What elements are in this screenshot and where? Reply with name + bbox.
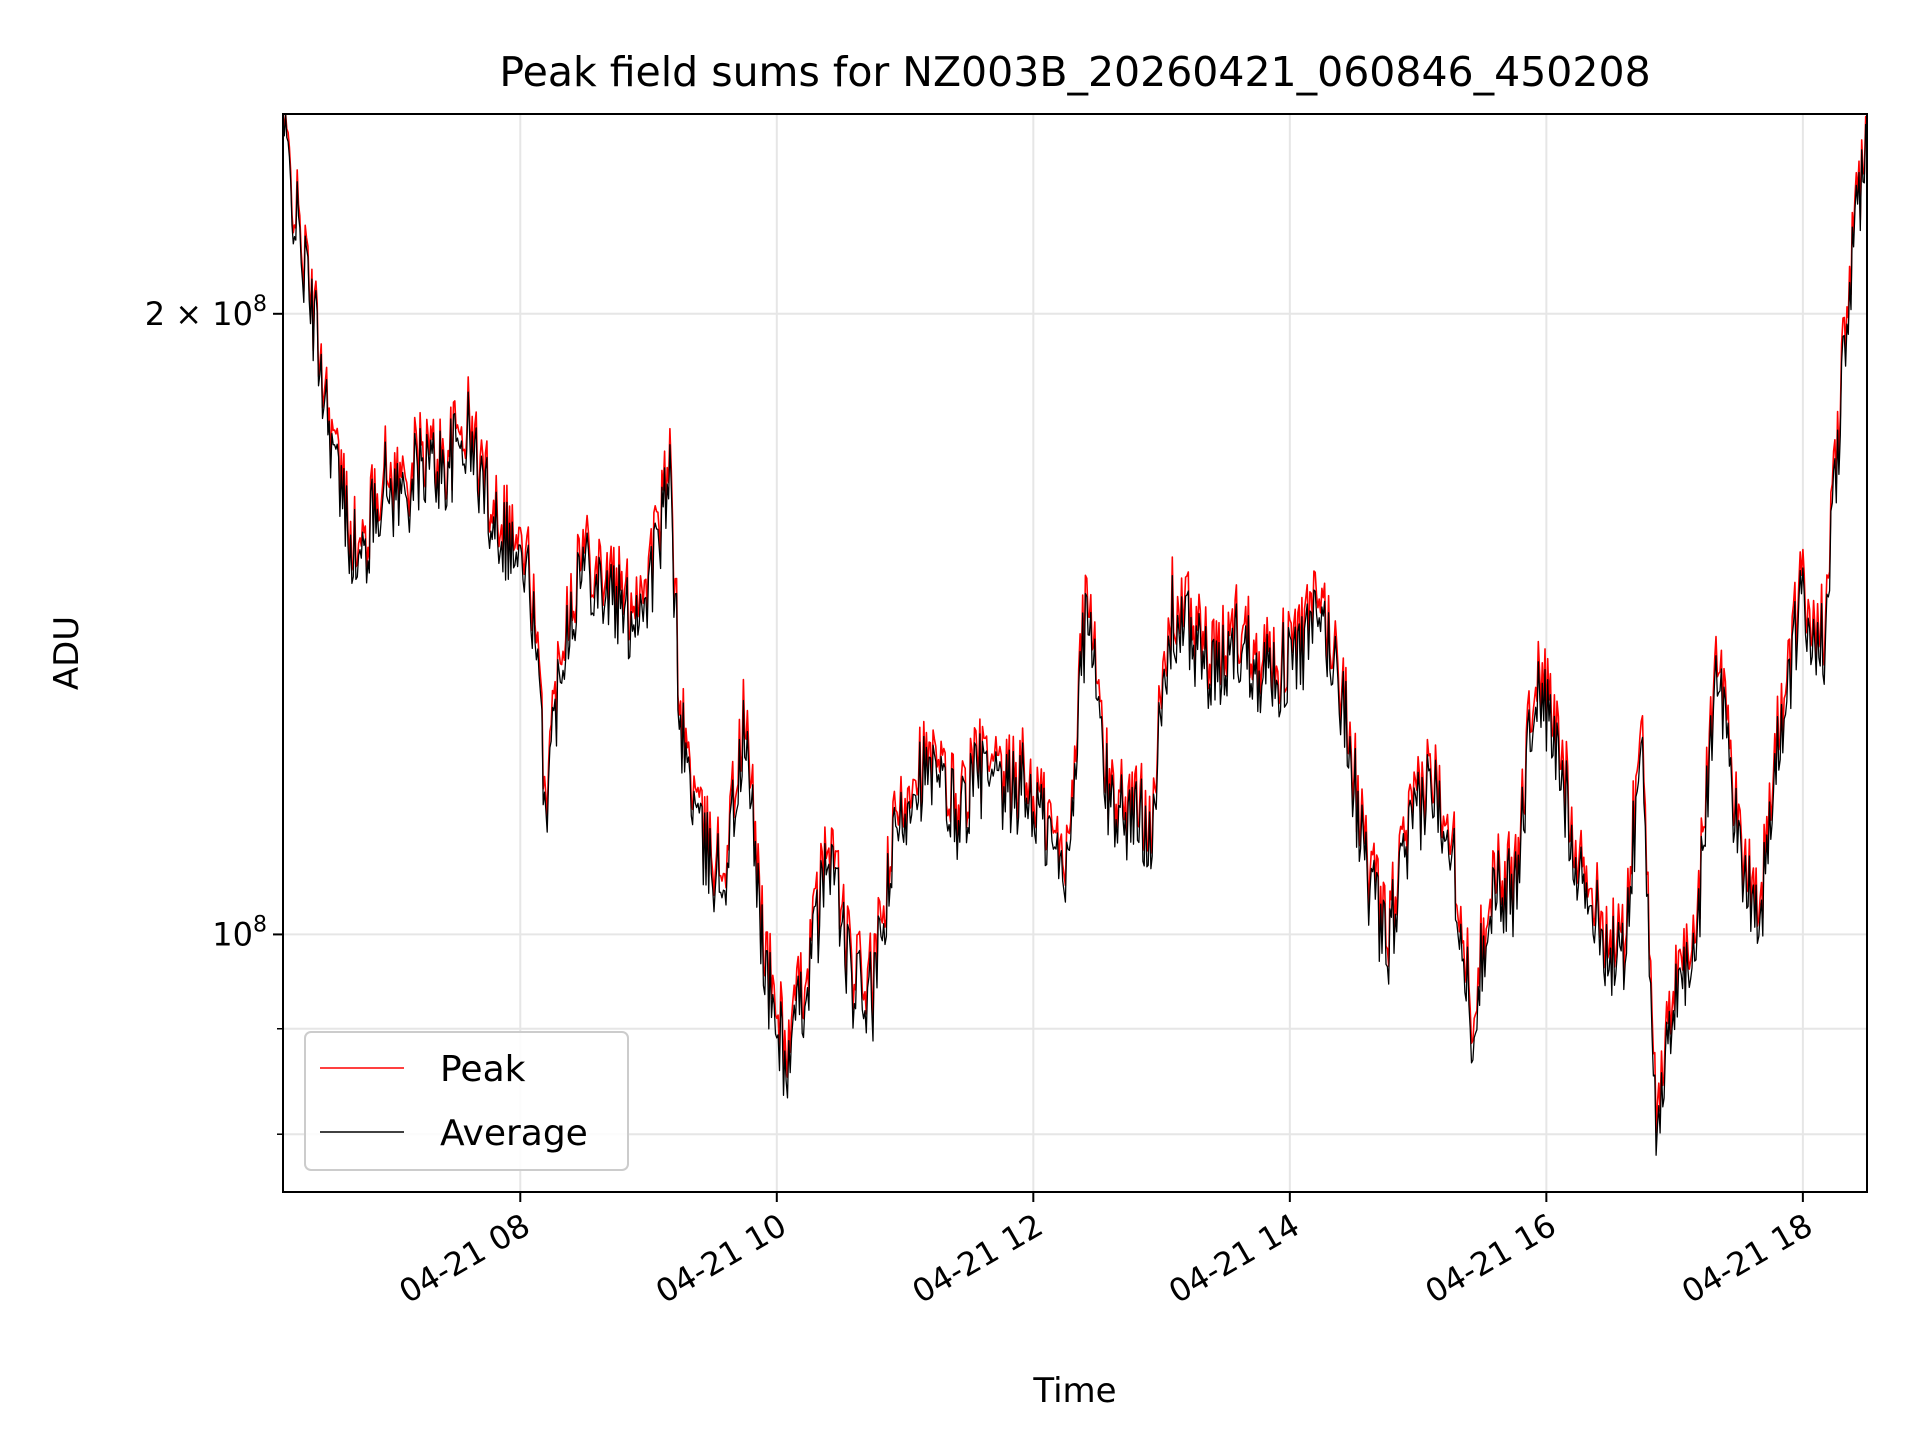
series-lines <box>282 113 1868 1156</box>
legend-box <box>304 1031 629 1171</box>
y-tick-label: 2 × 108 <box>145 292 267 333</box>
y-axis-title: ADU <box>47 616 87 690</box>
x-axis-title: Time <box>1032 1371 1116 1411</box>
legend: Peak Average <box>304 1031 629 1171</box>
series-line-peak <box>282 113 1868 1134</box>
legend-label-average: Average <box>440 1113 588 1154</box>
plot-frame <box>282 113 1868 1193</box>
chart-title: Peak field sums for NZ003B_20260421_0608… <box>499 48 1650 96</box>
y-tick-label: 108 <box>212 912 267 953</box>
legend-label-peak: Peak <box>440 1049 526 1090</box>
series-line-average <box>282 113 1868 1156</box>
